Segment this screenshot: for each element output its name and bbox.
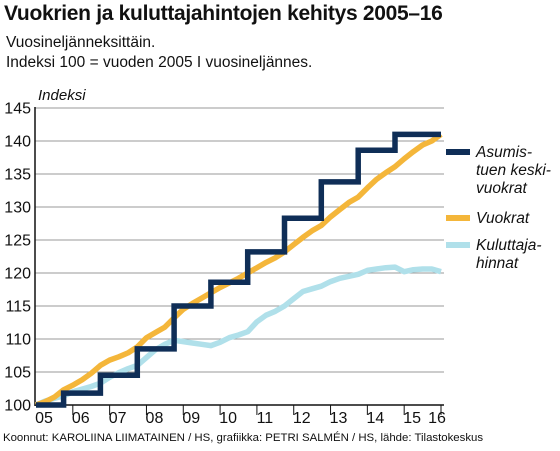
y-tick-label: 125 bbox=[4, 233, 31, 250]
series-line-1 bbox=[35, 132, 443, 408]
legend-label: vuokrat bbox=[476, 180, 528, 197]
legend: Asumis-tuen keski-vuokrat Vuokrat Kuluttaj… bbox=[446, 144, 551, 272]
y-tick-label: 145 bbox=[4, 101, 31, 118]
y-axis-label: Indeksi bbox=[38, 87, 86, 104]
x-tick-label: 07 bbox=[109, 410, 127, 427]
legend-label: Kuluttaja- bbox=[476, 237, 541, 254]
y-tick-label: 140 bbox=[4, 134, 31, 151]
series-line-2 bbox=[34, 264, 442, 408]
y-tick-label: 130 bbox=[4, 200, 31, 217]
x-tick-label: 11 bbox=[257, 410, 274, 427]
series-line-0 bbox=[36, 131, 441, 408]
y-tick-label: 100 bbox=[4, 398, 31, 415]
legend-label: tuen keski- bbox=[476, 162, 551, 179]
x-tick-label: 10 bbox=[219, 410, 237, 427]
chart-subtitle-line2: Indeksi 100 = vuoden 2005 I vuosineljänn… bbox=[6, 54, 313, 71]
y-tick-label: 105 bbox=[4, 365, 31, 382]
y-tick-label: 120 bbox=[4, 266, 31, 283]
chart-title: Vuokrien ja kuluttajahintojen kehitys 20… bbox=[4, 2, 443, 25]
y-axis-ticks: 100 105 110 115 120 125 130 135 140 145 bbox=[4, 101, 31, 415]
x-tick-label: 12 bbox=[293, 410, 311, 427]
y-tick-label: 115 bbox=[5, 299, 31, 316]
x-tick-label: 08 bbox=[146, 410, 164, 427]
x-tick-label: 15 bbox=[403, 410, 421, 427]
legend-label: Asumis- bbox=[475, 144, 532, 161]
credits: Koonnut: KAROLIINA LIIMATAINEN / HS, gra… bbox=[3, 432, 484, 444]
x-tick-label: 14 bbox=[366, 410, 384, 427]
grid bbox=[34, 107, 444, 406]
x-tick-label: 13 bbox=[330, 410, 348, 427]
y-tick-label: 110 bbox=[5, 332, 31, 349]
x-tick-label: 06 bbox=[72, 410, 90, 427]
series-lines bbox=[34, 131, 443, 408]
x-tick-label: 05 bbox=[35, 410, 53, 427]
x-tick-label: 16 bbox=[428, 410, 446, 427]
legend-label: Vuokrat bbox=[476, 210, 530, 227]
x-tick-label: 09 bbox=[182, 410, 200, 427]
legend-label: hinnat bbox=[476, 255, 519, 272]
x-axis-ticks: 05 06 07 08 09 10 11 12 13 14 15 16 bbox=[35, 405, 446, 427]
y-tick-label: 135 bbox=[4, 167, 31, 184]
chart-subtitle-line1: Vuosineljänneksittäin. bbox=[6, 34, 156, 51]
